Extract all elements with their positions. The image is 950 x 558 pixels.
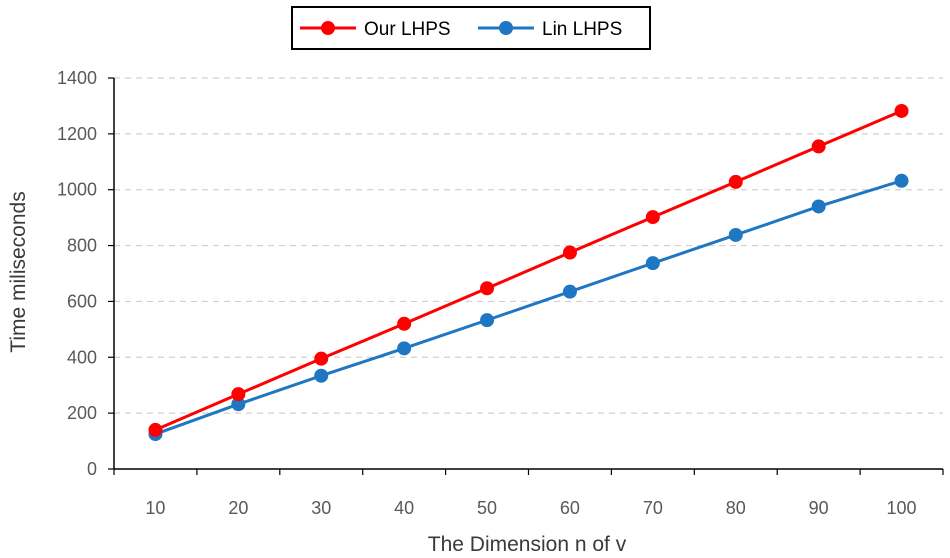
data-point-lin-lhps bbox=[314, 368, 329, 383]
data-point-our-lhps bbox=[645, 210, 660, 225]
legend-label-lin-lhps: Lin LHPS bbox=[542, 19, 622, 40]
x-tick-label: 90 bbox=[809, 498, 829, 518]
data-point-our-lhps bbox=[811, 139, 826, 154]
x-tick-label: 70 bbox=[643, 498, 663, 518]
y-tick-label: 0 bbox=[87, 459, 97, 479]
x-tick-label: 60 bbox=[560, 498, 580, 518]
x-tick-label: 30 bbox=[311, 498, 331, 518]
series-line-our-lhps bbox=[154, 109, 903, 432]
legend: Our LHPS Lin LHPS bbox=[291, 6, 651, 50]
data-point-our-lhps bbox=[894, 103, 909, 118]
legend-marker-lin-lhps bbox=[499, 21, 513, 35]
x-tick-label: 10 bbox=[145, 498, 165, 518]
data-point-lin-lhps bbox=[397, 341, 412, 356]
grid-lines bbox=[114, 77, 943, 414]
data-point-lin-lhps bbox=[231, 397, 246, 412]
legend-marker-our-lhps bbox=[321, 21, 335, 35]
data-point-our-lhps bbox=[728, 174, 743, 189]
data-point-our-lhps bbox=[397, 316, 412, 331]
data-point-our-lhps bbox=[231, 387, 246, 402]
y-tick-label: 1200 bbox=[57, 124, 97, 144]
data-point-our-lhps bbox=[314, 351, 329, 366]
x-axis-title: The Dimension n of v bbox=[428, 533, 627, 556]
x-axis-ticks: 10 20 30 40 50 60 70 80 90 100 bbox=[113, 469, 944, 518]
series-layer bbox=[148, 103, 909, 442]
data-point-our-lhps bbox=[480, 281, 495, 296]
series-lin-lhps bbox=[148, 173, 909, 442]
x-tick-label: 80 bbox=[726, 498, 746, 518]
x-tick-label: 20 bbox=[228, 498, 248, 518]
y-tick-label: 1400 bbox=[57, 68, 97, 88]
x-tick-label: 50 bbox=[477, 498, 497, 518]
data-point-our-lhps bbox=[562, 245, 577, 260]
data-point-lin-lhps bbox=[894, 173, 909, 188]
series-our-lhps bbox=[148, 103, 909, 437]
data-point-lin-lhps bbox=[728, 227, 743, 242]
y-tick-label: 1000 bbox=[57, 180, 97, 200]
legend-label-our-lhps: Our LHPS bbox=[364, 19, 451, 40]
x-tick-label: 40 bbox=[394, 498, 414, 518]
y-tick-label: 400 bbox=[67, 347, 97, 367]
y-axis-ticks: 0 200 400 600 800 1000 1200 1400 bbox=[57, 68, 114, 479]
data-point-lin-lhps bbox=[562, 284, 577, 299]
data-point-lin-lhps bbox=[645, 256, 660, 271]
y-tick-label: 600 bbox=[67, 291, 97, 311]
y-axis-title: Time miliseconds bbox=[7, 191, 30, 352]
data-point-lin-lhps bbox=[480, 313, 495, 328]
x-tick-label: 100 bbox=[887, 498, 917, 518]
data-point-our-lhps bbox=[148, 422, 163, 437]
y-tick-label: 800 bbox=[67, 236, 97, 256]
y-tick-label: 200 bbox=[67, 403, 97, 423]
series-line-lin-lhps bbox=[154, 179, 902, 436]
data-point-lin-lhps bbox=[811, 199, 826, 214]
